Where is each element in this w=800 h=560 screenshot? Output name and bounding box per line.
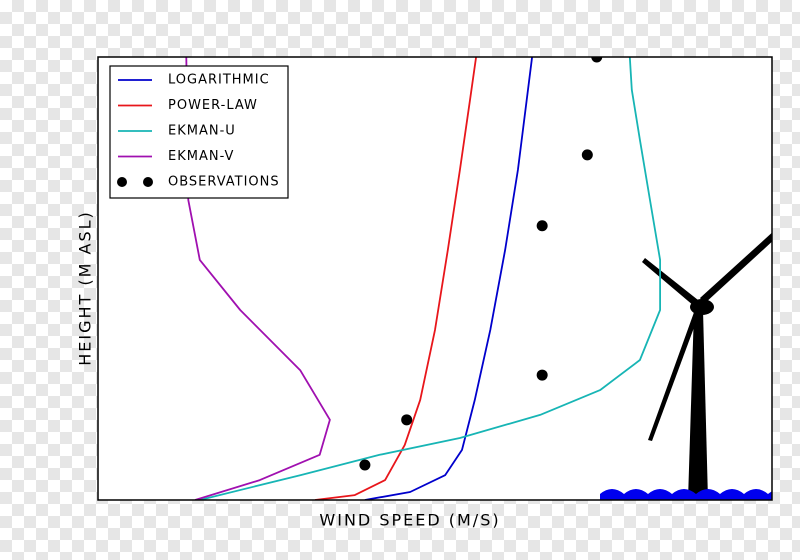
legend-box [109, 65, 289, 199]
legend-label: EKMAN-U [168, 124, 236, 139]
data-point [581, 149, 593, 161]
waves [600, 489, 772, 500]
plot-frame [97, 56, 773, 501]
data-point [591, 57, 603, 63]
legend-label: EKMAN-V [168, 149, 234, 164]
data-line [314, 57, 477, 500]
data-point [359, 459, 371, 471]
x-axis-label: WIND SPEED (M/S) [319, 511, 500, 530]
legend-label: POWER-LAW [168, 98, 258, 113]
data-line [185, 57, 331, 500]
data-line [199, 57, 661, 500]
data-line [364, 57, 533, 500]
data-point [536, 220, 548, 232]
data-point [401, 414, 413, 426]
data-point [536, 369, 548, 381]
legend-label: OBSERVATIONS [168, 175, 280, 190]
wind-turbine [642, 232, 772, 500]
y-axis-label: HEIGHT (M ASL) [76, 210, 95, 366]
plot-area [185, 57, 772, 500]
legend-marker [117, 177, 127, 187]
legend-marker [143, 177, 153, 187]
legend-label: LOGARITHMIC [168, 73, 270, 88]
